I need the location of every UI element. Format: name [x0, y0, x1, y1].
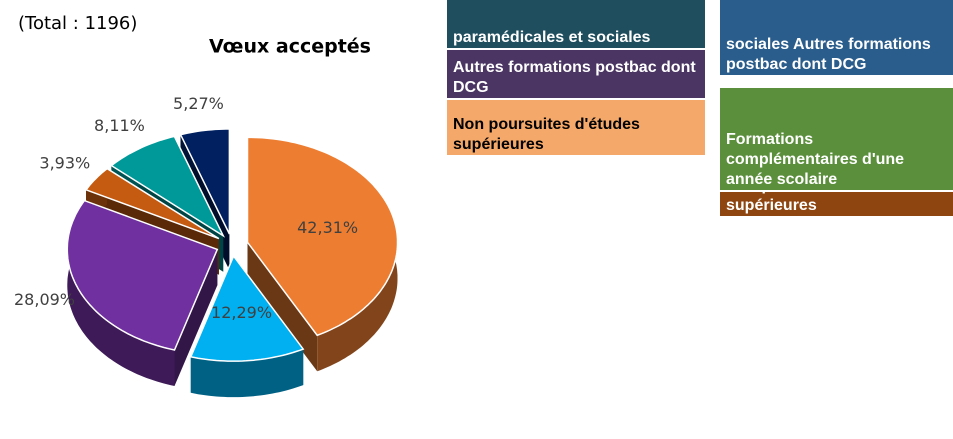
data-label: 8,11%: [94, 116, 145, 135]
slice-side: [174, 249, 218, 386]
slice: [246, 136, 399, 372]
slice-top: [246, 136, 399, 337]
slice-top: [110, 135, 226, 238]
legend-entry: sociales Autres formations postbac dont …: [720, 0, 953, 75]
legend-entry: paramédicales et sociales: [447, 0, 705, 48]
legend-entry: Non poursuites d'études supérieures: [447, 100, 705, 155]
data-label: 42,31%: [297, 218, 358, 237]
legend-entry: Autres formations postbac dont DCG: [447, 50, 705, 98]
subtitle: (Total : 1196): [18, 13, 137, 34]
data-label: 12,29%: [211, 303, 272, 322]
data-label: 28,09%: [14, 290, 75, 309]
slice: [66, 199, 219, 386]
slice-top: [66, 199, 219, 351]
data-label: 5,27%: [173, 94, 224, 113]
legend-entry: Non poursuites d'études supérieures: [720, 192, 953, 216]
slice-top: [179, 128, 231, 235]
slice-top: [84, 167, 220, 240]
slice-side: [247, 242, 318, 372]
slice-wall: [67, 200, 175, 386]
chart-title: Vœux acceptés: [209, 36, 371, 58]
data-label: 3,93%: [39, 153, 90, 172]
legend-entry: Formations complémentaires d'une année s…: [720, 88, 953, 190]
slice-top: [189, 254, 305, 362]
slice: [189, 254, 305, 398]
